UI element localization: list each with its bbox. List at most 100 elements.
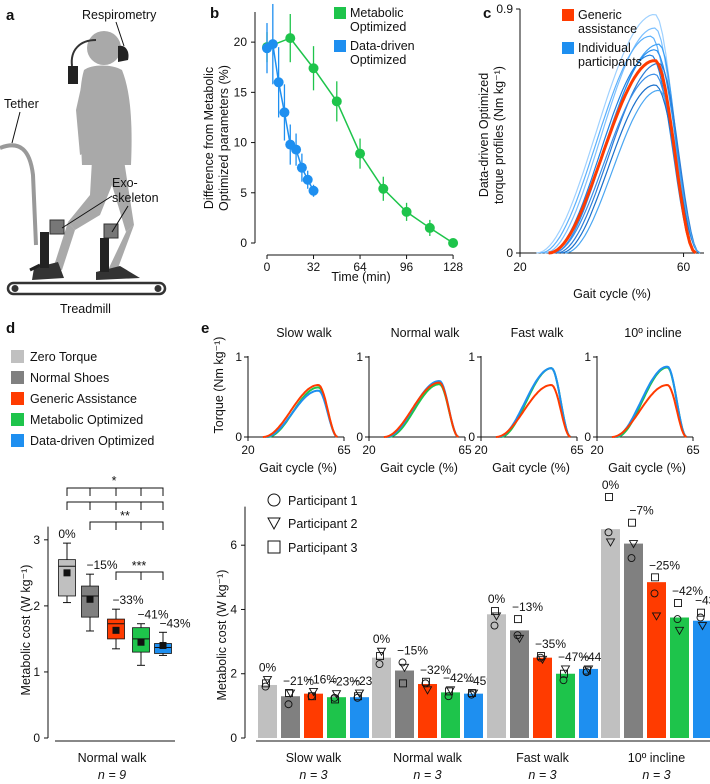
e-p3-marker-1-3 xyxy=(445,687,453,696)
d-axes: 0 1 2 3 xyxy=(33,526,175,745)
tether-leader xyxy=(11,111,21,144)
e-torque-xlabel-1: Gait cycle (%) xyxy=(380,461,458,475)
e-bar-3-2 xyxy=(647,582,666,738)
e-group-label-1: Normal walk xyxy=(393,751,463,765)
b-legend-swatch-metabolic xyxy=(334,7,346,19)
b-point-0-4 xyxy=(355,148,366,159)
b-point-0-6 xyxy=(401,206,412,217)
b-xtick-label-96: 96 xyxy=(400,260,414,274)
d-legend-zero: Zero Torque xyxy=(30,350,97,364)
c-ytick-label-0.9: 0.9 xyxy=(496,2,513,16)
d-sig-bracket-3 xyxy=(115,571,164,580)
d-mean-2 xyxy=(112,626,120,634)
e-torque-ytick-label-0-0: 0 xyxy=(235,430,242,444)
d-sig-bracket-1 xyxy=(66,487,164,496)
e-p1-marker-2-3 xyxy=(559,676,568,685)
e-bar-2-4 xyxy=(579,668,598,738)
e-torque-ytick-label-2-1: 1 xyxy=(468,350,475,364)
b-point-0-7 xyxy=(424,222,435,233)
d-mean-0 xyxy=(63,569,71,577)
e-pct-label-3-3: −42% xyxy=(672,584,703,598)
e-pct-label-1-1: −15% xyxy=(397,643,428,657)
e-bar-0-0 xyxy=(258,684,277,738)
e-p3-marker-0-4 xyxy=(354,692,362,701)
tether-label: Tether xyxy=(4,97,39,111)
e-p2-marker-2-1 xyxy=(514,634,525,644)
b-ytick-label-10: 10 xyxy=(234,136,248,150)
respirometry-mask xyxy=(118,45,129,62)
e-p1-marker-3-4 xyxy=(696,613,705,622)
e-p3-marker-1-1 xyxy=(399,679,407,688)
e-cost-axes: 0 2 4 6 Slow walk n = 3 Normal walk n = 3 Fast w… xyxy=(230,506,710,782)
e-bar-1-3 xyxy=(441,692,460,738)
e-p3-marker-2-3 xyxy=(560,669,568,678)
participant-1-marker xyxy=(267,493,281,507)
tether-cable xyxy=(0,143,38,246)
d-ytick-label-3: 3 xyxy=(33,533,40,547)
e-p1-marker-1-3 xyxy=(444,692,453,701)
d-plot: 0% −15% −33%−41%−43% xyxy=(58,527,191,666)
e-p3-marker-2-2 xyxy=(537,652,545,661)
e-bar-1-4 xyxy=(464,693,483,738)
c-xtick-label-60: 60 xyxy=(677,260,691,274)
b-point-1-8 xyxy=(308,185,319,196)
d-pct-label-1: −15% xyxy=(86,558,117,572)
e-pct-label-0-2: −16% xyxy=(306,672,337,686)
d-legend-datadriven: Data-driven Optimized xyxy=(30,434,154,448)
c-xlabel: Gait cycle (%) xyxy=(573,287,651,301)
e-bar-2-0 xyxy=(487,614,506,738)
b-point-0-2 xyxy=(308,63,319,74)
e-p1-marker-1-0 xyxy=(375,660,384,669)
c-individual-profile-9 xyxy=(564,89,701,254)
e-pct-label-3-4: −43% xyxy=(695,594,710,608)
panel-c-letter: c xyxy=(483,5,491,22)
d-n-label: n = 9 xyxy=(98,768,126,782)
d-legend-shoes: Normal Shoes xyxy=(30,371,109,385)
e-p2-marker-2-0 xyxy=(491,612,502,621)
b-point-0-8 xyxy=(448,238,459,248)
e-p3-marker-2-1 xyxy=(514,615,522,624)
b-axes: 0 5 10 15 20 0 32 64 96 128 xyxy=(234,12,463,274)
e-cost-ytick-label-2: 2 xyxy=(230,667,237,681)
b-point-1-1 xyxy=(267,39,278,50)
panel-b-letter: b xyxy=(210,5,219,22)
e-p1-marker-2-2 xyxy=(536,653,545,662)
panel-e-letter: e xyxy=(201,320,209,337)
e-group-n-2: n = 3 xyxy=(528,768,556,782)
e-bar-1-1 xyxy=(395,670,414,738)
b-point-1-3 xyxy=(279,107,290,118)
b-xtick-label-128: 128 xyxy=(443,260,463,274)
e-p2-marker-3-0 xyxy=(605,538,616,547)
e-p2-marker-3-4 xyxy=(697,622,708,631)
b-point-1-2 xyxy=(273,77,284,88)
d-sig-star-3: *** xyxy=(132,559,147,573)
c-plot xyxy=(536,13,701,255)
c-legend-generic-2: assistance xyxy=(578,22,637,36)
c-ytick-label-0: 0 xyxy=(506,246,513,260)
d-legend-swatch-zero xyxy=(11,350,24,363)
e-pct-label-3-2: −25% xyxy=(649,558,680,572)
d-sig-star-1: * xyxy=(112,474,117,488)
panel-c: c Data-driven Optimized torque profiles … xyxy=(477,2,704,301)
e-group-n-3: n = 3 xyxy=(642,768,670,782)
e-p2-marker-3-2 xyxy=(651,612,662,621)
e-bar-1-2 xyxy=(418,684,437,738)
e-p3-marker-3-4 xyxy=(697,608,705,617)
e-p3-marker-1-0 xyxy=(376,652,384,661)
e-pct-label-3-0: 0% xyxy=(602,478,620,492)
e-bar-2-2 xyxy=(533,657,552,738)
participant-2-marker xyxy=(267,517,281,531)
e-p1-marker-3-2 xyxy=(650,589,659,598)
e-torque-xtick-label-3-20: 20 xyxy=(590,443,604,457)
e-group-label-3: 10º incline xyxy=(628,751,685,765)
participant-3-marker xyxy=(267,540,281,554)
b-ytick-label-0: 0 xyxy=(240,236,247,250)
e-bar-3-1 xyxy=(624,543,643,738)
b-plot xyxy=(262,3,459,248)
e-torque-title-1: Normal walk xyxy=(391,326,461,340)
panel-b: b Difference from Metabolic Optimized pa… xyxy=(202,3,463,284)
e-torque-xtick-label-3-65: 65 xyxy=(686,443,700,457)
e-bar-3-4 xyxy=(693,620,710,738)
e-p3-marker-3-3 xyxy=(674,599,682,607)
walker-silhouette xyxy=(52,31,134,272)
